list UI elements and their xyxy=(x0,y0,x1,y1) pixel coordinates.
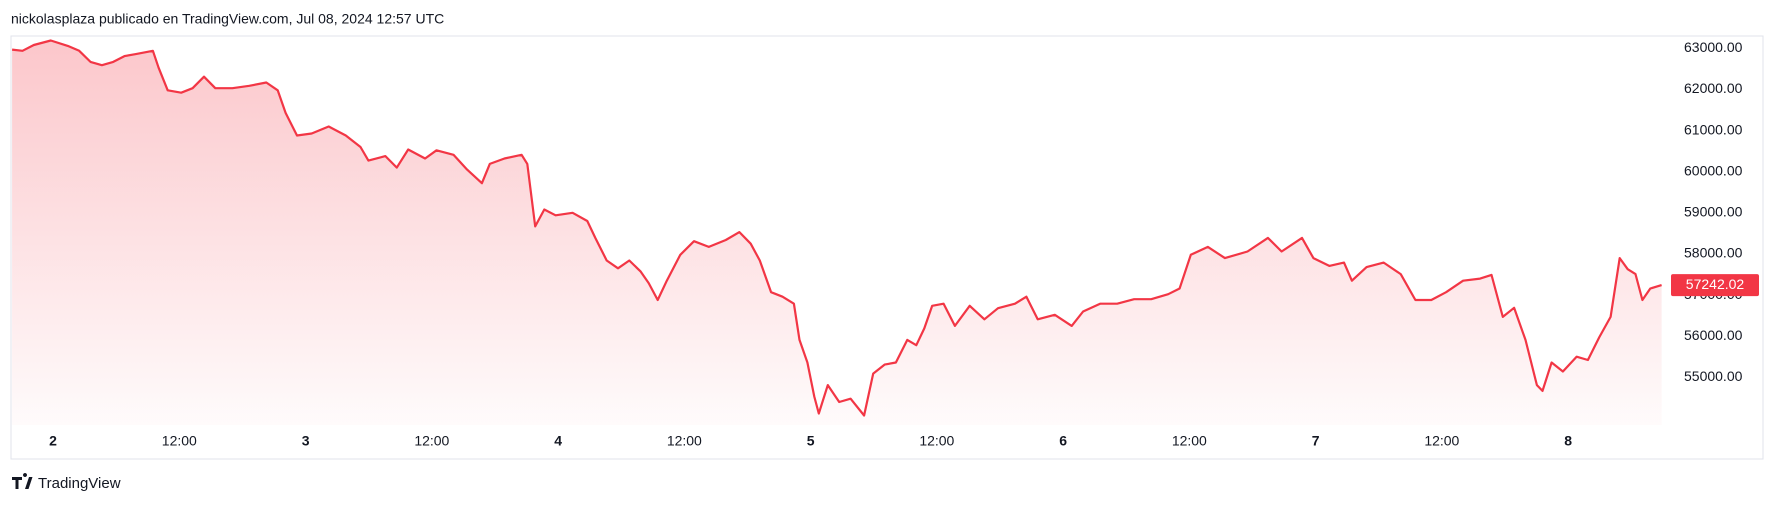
x-tick-label: 12:00 xyxy=(162,433,197,449)
y-tick-label: 62000.00 xyxy=(1684,80,1743,96)
x-tick-label: 8 xyxy=(1564,433,1572,449)
area-fill xyxy=(12,40,1662,425)
x-tick-label: 12:00 xyxy=(1424,433,1459,449)
chart-frame xyxy=(10,35,1764,460)
last-price-label: 57242.02 xyxy=(1686,276,1745,292)
price-line xyxy=(11,39,1662,417)
plot: 55000.0056000.0057000.0058000.0059000.00… xyxy=(11,39,1759,449)
y-tick-label: 61000.00 xyxy=(1684,121,1743,137)
x-tick-label: 7 xyxy=(1312,433,1320,449)
x-tick-label: 12:00 xyxy=(414,433,449,449)
y-tick-label: 55000.00 xyxy=(1684,368,1743,384)
y-tick-label: 59000.00 xyxy=(1684,204,1743,220)
x-tick-label: 2 xyxy=(49,433,57,449)
header: nickolasplaza publicado en TradingView.c… xyxy=(11,11,444,27)
last-price-box xyxy=(1671,274,1759,297)
y-tick-label: 60000.00 xyxy=(1684,162,1743,178)
y-tick-label: 63000.00 xyxy=(1684,39,1743,55)
footer: TradingView xyxy=(38,475,121,492)
x-tick-label: 5 xyxy=(807,433,815,449)
y-tick-label: 56000.00 xyxy=(1684,327,1743,343)
logo-mark xyxy=(12,473,33,489)
x-tick-label: 6 xyxy=(1059,433,1067,449)
x-tick-label: 12:00 xyxy=(919,433,954,449)
logo xyxy=(12,473,33,489)
x-tick-label: 12:00 xyxy=(667,433,702,449)
x-tick-label: 3 xyxy=(302,433,310,449)
x-tick-label: 12:00 xyxy=(1172,433,1207,449)
y-tick-label: 58000.00 xyxy=(1684,245,1743,261)
x-tick-label: 4 xyxy=(554,433,562,449)
